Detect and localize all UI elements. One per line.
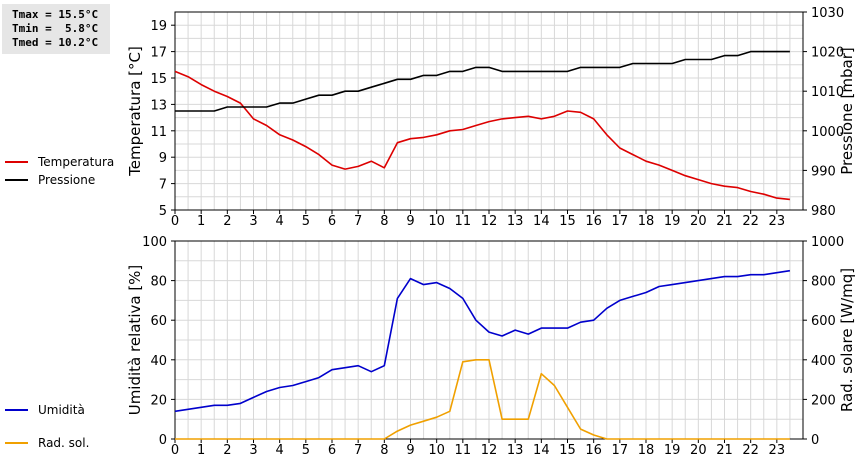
top-right-tick-label: 990	[811, 164, 836, 179]
bottom-left-tick-label: 100	[142, 235, 167, 250]
top-left-tick-label: 7	[159, 178, 167, 193]
top-x-tick-label: 9	[406, 214, 414, 229]
bottom-x-tick-label: 17	[612, 443, 629, 458]
bottom-x-tick-label: 19	[664, 443, 681, 458]
bottom-right-tick-label: 1000	[811, 235, 844, 250]
stat-tmin: Tmin = 5.8°C	[12, 22, 99, 35]
top-left-tick-label: 19	[150, 19, 167, 34]
top-right-tick-label: 1020	[811, 46, 844, 61]
stat-tmed: Tmed = 10.2°C	[12, 36, 99, 49]
top-x-tick-label: 12	[481, 214, 498, 229]
top-x-tick-label: 19	[664, 214, 681, 229]
bottom-left-tick-label: 20	[150, 393, 167, 408]
top-x-tick-label: 16	[585, 214, 602, 229]
bottom-x-tick-label: 10	[428, 443, 445, 458]
top-right-axis-title: Pressione [mbar]	[838, 47, 856, 175]
top-x-tick-label: 21	[716, 214, 733, 229]
series-line-rad-sol	[175, 358, 790, 440]
bottom-x-tick-label: 6	[328, 443, 336, 458]
bottom-x-tick-label: 16	[585, 443, 602, 458]
bottom-right-tick-label: 200	[811, 393, 836, 408]
top-x-tick-label: 1	[197, 214, 205, 229]
bottom-x-tick-label: 9	[406, 443, 414, 458]
stats-box: Tmax = 15.5°C Tmin = 5.8°C Tmed = 10.2°C	[2, 4, 110, 54]
top-x-tick-label: 2	[223, 214, 231, 229]
top-x-tick-label: 0	[171, 214, 179, 229]
top-left-tick-label: 13	[150, 98, 167, 113]
bottom-right-tick-label: 0	[811, 433, 819, 448]
bottom-x-tick-label: 23	[769, 443, 786, 458]
bottom-left-axis-title: Umidità relativa [%]	[126, 265, 144, 416]
top-x-tick-label: 17	[612, 214, 629, 229]
stat-tmax: Tmax = 15.5°C	[12, 8, 99, 21]
bottom-x-tick-label: 21	[716, 443, 733, 458]
bottom-x-tick-label: 1	[197, 443, 205, 458]
top-x-tick-label: 11	[455, 214, 472, 229]
top-x-tick-label: 10	[428, 214, 445, 229]
top-left-tick-label: 15	[150, 72, 167, 87]
bottom-x-tick-label: 13	[507, 443, 524, 458]
bottom-left-tick-label: 60	[150, 314, 167, 329]
bottom-right-tick-label: 800	[811, 275, 836, 290]
bottom-right-tick-label: 400	[811, 354, 836, 369]
bottom-x-tick-label: 2	[223, 443, 231, 458]
bottom-x-tick-label: 12	[481, 443, 498, 458]
top-x-tick-label: 18	[638, 214, 655, 229]
bottom-x-tick-label: 15	[559, 443, 576, 458]
bottom-x-tick-label: 5	[302, 443, 310, 458]
bottom-left-tick-label: 40	[150, 354, 167, 369]
top-x-tick-label: 6	[328, 214, 336, 229]
series-line-temperatura	[174, 70, 790, 201]
top-right-tick-label: 1010	[811, 85, 844, 100]
top-left-tick-label: 11	[150, 125, 167, 140]
top-right-tick-label: 1000	[811, 125, 844, 140]
top-x-tick-label: 22	[742, 214, 759, 229]
series-line-pressione	[175, 50, 790, 112]
bottom-x-tick-label: 11	[455, 443, 472, 458]
top-left-axis-title: Temperatura [°C]	[126, 46, 144, 177]
bottom-right-tick-label: 600	[811, 314, 836, 329]
top-x-tick-label: 7	[354, 214, 362, 229]
top-right-tick-label: 1030	[811, 6, 844, 21]
bottom-left-tick-label: 0	[159, 433, 167, 448]
top-x-tick-label: 20	[690, 214, 707, 229]
top-x-tick-label: 23	[769, 214, 786, 229]
top-x-tick-label: 14	[533, 214, 550, 229]
legend-label-pressione: Pressione	[38, 173, 95, 187]
bottom-right-axis-title: Rad. solare [W/mq]	[838, 268, 856, 412]
top-left-tick-label: 5	[159, 204, 167, 219]
top-left-tick-label: 17	[150, 46, 167, 61]
top-x-tick-label: 13	[507, 214, 524, 229]
top-right-tick-label: 980	[811, 204, 836, 219]
top-x-tick-label: 4	[276, 214, 284, 229]
bottom-x-tick-label: 8	[380, 443, 388, 458]
bottom-x-tick-label: 18	[638, 443, 655, 458]
bottom-x-tick-label: 7	[354, 443, 362, 458]
legend-label-umidit: Umidità	[38, 403, 85, 417]
series-line-umidit	[174, 269, 791, 413]
legend-label-rad-sol: Rad. sol.	[38, 436, 89, 450]
top-x-tick-label: 8	[380, 214, 388, 229]
bottom-x-tick-label: 0	[171, 443, 179, 458]
top-x-tick-label: 5	[302, 214, 310, 229]
bottom-x-tick-label: 20	[690, 443, 707, 458]
bottom-left-tick-label: 80	[150, 275, 167, 290]
bottom-x-tick-label: 3	[249, 443, 257, 458]
top-left-tick-label: 9	[159, 151, 167, 166]
top-x-tick-label: 3	[249, 214, 257, 229]
bottom-x-tick-label: 4	[276, 443, 284, 458]
top-x-tick-label: 15	[559, 214, 576, 229]
bottom-x-tick-label: 22	[742, 443, 759, 458]
legend-label-temperatura: Temperatura	[37, 155, 114, 169]
bottom-x-tick-label: 14	[533, 443, 550, 458]
